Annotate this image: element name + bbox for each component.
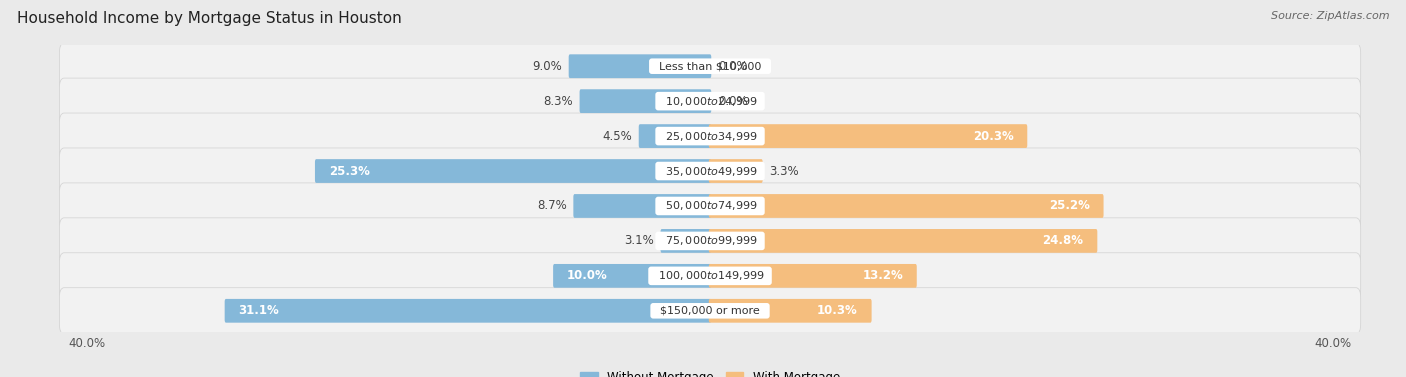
Text: 0.0%: 0.0% (718, 95, 748, 108)
Text: $50,000 to $74,999: $50,000 to $74,999 (658, 199, 762, 213)
Text: Less than $10,000: Less than $10,000 (652, 61, 768, 71)
FancyBboxPatch shape (661, 229, 711, 253)
Text: $150,000 or more: $150,000 or more (654, 306, 766, 316)
Text: 10.0%: 10.0% (567, 269, 607, 282)
FancyBboxPatch shape (553, 264, 711, 288)
Text: 8.3%: 8.3% (544, 95, 574, 108)
FancyBboxPatch shape (574, 194, 711, 218)
Text: 4.5%: 4.5% (602, 130, 633, 143)
FancyBboxPatch shape (568, 54, 711, 78)
FancyBboxPatch shape (59, 218, 1361, 264)
Text: 25.2%: 25.2% (1049, 199, 1090, 213)
Text: Household Income by Mortgage Status in Houston: Household Income by Mortgage Status in H… (17, 11, 402, 26)
Text: 9.0%: 9.0% (533, 60, 562, 73)
FancyBboxPatch shape (709, 159, 762, 183)
Text: $10,000 to $24,999: $10,000 to $24,999 (658, 95, 762, 108)
Text: 20.3%: 20.3% (973, 130, 1014, 143)
FancyBboxPatch shape (59, 183, 1361, 229)
Text: Source: ZipAtlas.com: Source: ZipAtlas.com (1271, 11, 1389, 21)
Text: $75,000 to $99,999: $75,000 to $99,999 (658, 234, 762, 247)
Text: 0.0%: 0.0% (718, 60, 748, 73)
FancyBboxPatch shape (709, 229, 1097, 253)
Text: 10.3%: 10.3% (817, 304, 858, 317)
FancyBboxPatch shape (709, 194, 1104, 218)
FancyBboxPatch shape (59, 113, 1361, 159)
Text: 8.7%: 8.7% (537, 199, 567, 213)
FancyBboxPatch shape (709, 264, 917, 288)
FancyBboxPatch shape (59, 78, 1361, 124)
FancyBboxPatch shape (225, 299, 711, 323)
Text: $100,000 to $149,999: $100,000 to $149,999 (651, 269, 769, 282)
Text: 3.1%: 3.1% (624, 234, 654, 247)
FancyBboxPatch shape (59, 288, 1361, 334)
FancyBboxPatch shape (59, 253, 1361, 299)
FancyBboxPatch shape (59, 43, 1361, 89)
FancyBboxPatch shape (709, 299, 872, 323)
Text: $35,000 to $49,999: $35,000 to $49,999 (658, 164, 762, 178)
FancyBboxPatch shape (315, 159, 711, 183)
Text: $25,000 to $34,999: $25,000 to $34,999 (658, 130, 762, 143)
Text: 13.2%: 13.2% (862, 269, 903, 282)
Text: 25.3%: 25.3% (329, 164, 370, 178)
Text: 31.1%: 31.1% (239, 304, 280, 317)
Legend: Without Mortgage, With Mortgage: Without Mortgage, With Mortgage (575, 366, 845, 377)
FancyBboxPatch shape (638, 124, 711, 148)
FancyBboxPatch shape (579, 89, 711, 113)
FancyBboxPatch shape (709, 124, 1028, 148)
FancyBboxPatch shape (59, 148, 1361, 194)
Text: 24.8%: 24.8% (1043, 234, 1084, 247)
Text: 3.3%: 3.3% (769, 164, 799, 178)
